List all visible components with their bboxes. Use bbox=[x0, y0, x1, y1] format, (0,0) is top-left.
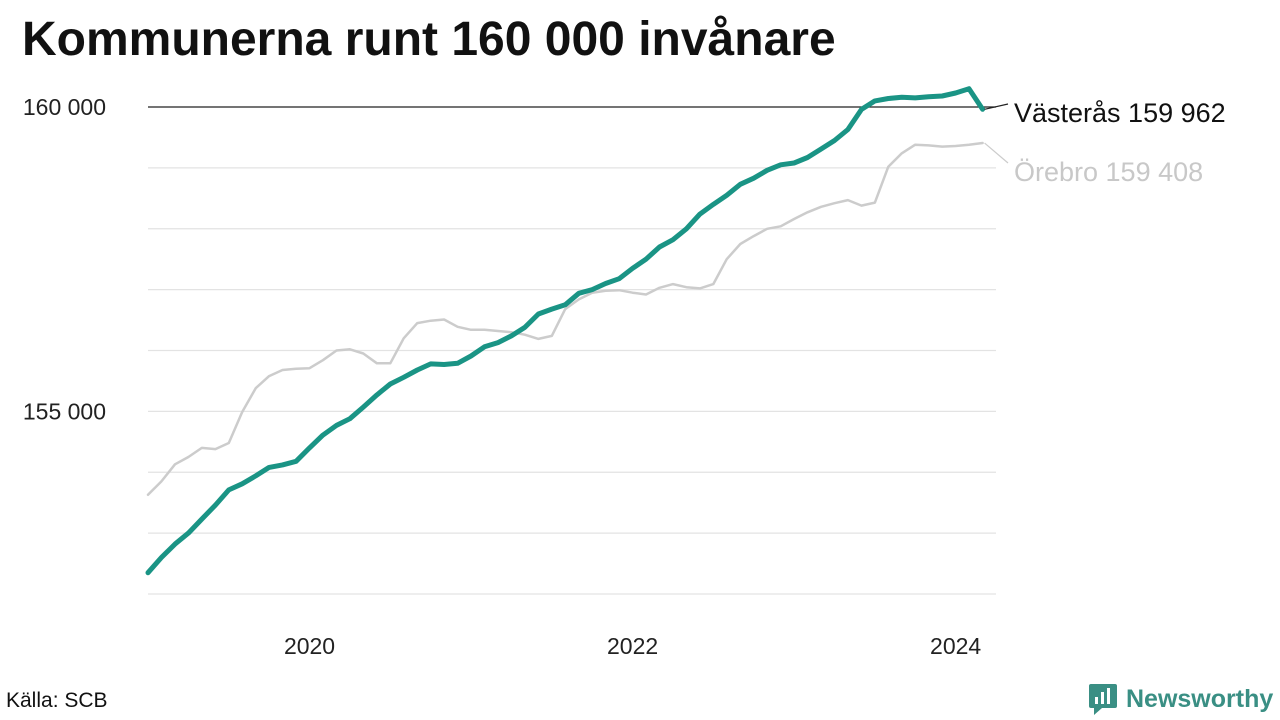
newsworthy-logo-icon bbox=[1089, 684, 1117, 715]
brand-logo: Newsworthy bbox=[1088, 682, 1273, 716]
series-line-vasteras bbox=[145, 86, 986, 576]
y-axis: 155 000 160 000 bbox=[23, 94, 106, 424]
series-end-label: Västerås 159 962 bbox=[1014, 98, 1226, 128]
x-tick-label: 2022 bbox=[607, 633, 658, 659]
x-axis: 2020 2022 2024 bbox=[284, 633, 981, 659]
grid bbox=[148, 167, 996, 595]
x-tick-label: 2020 bbox=[284, 633, 335, 659]
series-group bbox=[145, 86, 986, 576]
series-line-orebro bbox=[146, 141, 984, 497]
end-labels: Örebro 159 408 Västerås 159 962 bbox=[984, 98, 1226, 187]
source-note: Källa: SCB bbox=[6, 689, 108, 712]
end-label-connector bbox=[984, 103, 1009, 110]
y-tick-label: 160 000 bbox=[23, 94, 106, 120]
series-end-label: Örebro 159 408 bbox=[1014, 157, 1203, 187]
chart-title: Kommunerna runt 160 000 invånare bbox=[22, 13, 836, 66]
y-tick-label: 155 000 bbox=[23, 398, 106, 424]
x-tick-label: 2024 bbox=[930, 633, 981, 659]
brand-name: Newsworthy bbox=[1126, 684, 1274, 713]
end-label-connector bbox=[984, 142, 1009, 164]
